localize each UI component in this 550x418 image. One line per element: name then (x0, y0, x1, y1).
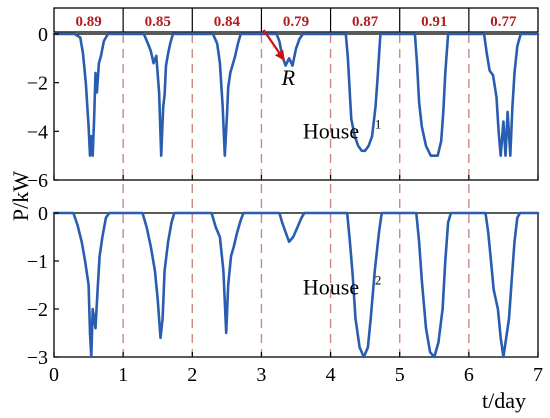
day-value-4: 0.87 (352, 14, 379, 30)
y-axis-title: P/kW (8, 171, 33, 221)
house-superscript-2: 2 (375, 273, 382, 288)
house-superscript-1: 1 (375, 117, 382, 132)
series-line-house-2 (52, 211, 540, 359)
day-value-0: 0.89 (75, 14, 101, 30)
house-label-1: House (303, 119, 359, 144)
x-tick-label-3: 3 (256, 364, 266, 386)
house-label-2: House (303, 275, 359, 300)
day-value-5: 0.91 (421, 14, 447, 30)
x-tick-label-0: 0 (49, 364, 59, 386)
day-value-dividers (122, 8, 470, 32)
y-tick-label-1-3: −3 (27, 347, 48, 369)
panel-frames (53, 7, 539, 358)
y-tick-label-1-1: −1 (27, 251, 48, 273)
annotation-label: R (281, 65, 296, 90)
series-group (52, 32, 540, 359)
y-tick-label-0-0: 0 (38, 24, 48, 46)
axis-ticks: 0−2−4−60−1−2−30 1 2 3 4 5 6 7 (27, 24, 543, 386)
y-tick-label-1-2: −2 (27, 299, 48, 321)
x-tick-label-5: 5 (395, 364, 405, 386)
day-value-6: 0.77 (490, 14, 517, 30)
y-tick-label-0-1: −2 (27, 73, 48, 95)
day-boundary-lines (122, 34, 470, 357)
y-tick-label-0-3: −6 (27, 170, 48, 192)
annotation-arrow (262, 29, 285, 61)
x-axis-title: t/day (482, 388, 526, 413)
day-value-3: 0.79 (283, 14, 309, 30)
y-tick-label-1-0: 0 (38, 203, 48, 225)
x-tick-label-2: 2 (187, 364, 197, 386)
x-tick-label-6: 6 (464, 364, 474, 386)
house-labels: House 1 House 2 (303, 117, 382, 300)
x-tick-label-7: 7 (533, 364, 543, 386)
bottom-panel-frame (53, 212, 539, 358)
y-tick-label-0-2: −4 (27, 121, 48, 143)
day-value-box (53, 7, 539, 33)
day-value-labels: 0.89 0.85 0.84 0.79 0.87 0.91 0.77 (75, 14, 517, 30)
top-panel-frame (53, 33, 539, 181)
x-tick-label-1: 1 (118, 364, 128, 386)
x-tick-label-4: 4 (326, 364, 336, 386)
annotation-group: R (262, 29, 296, 90)
day-value-1: 0.85 (145, 14, 171, 30)
day-value-2: 0.84 (214, 14, 241, 30)
series-line-house-1 (52, 32, 540, 157)
